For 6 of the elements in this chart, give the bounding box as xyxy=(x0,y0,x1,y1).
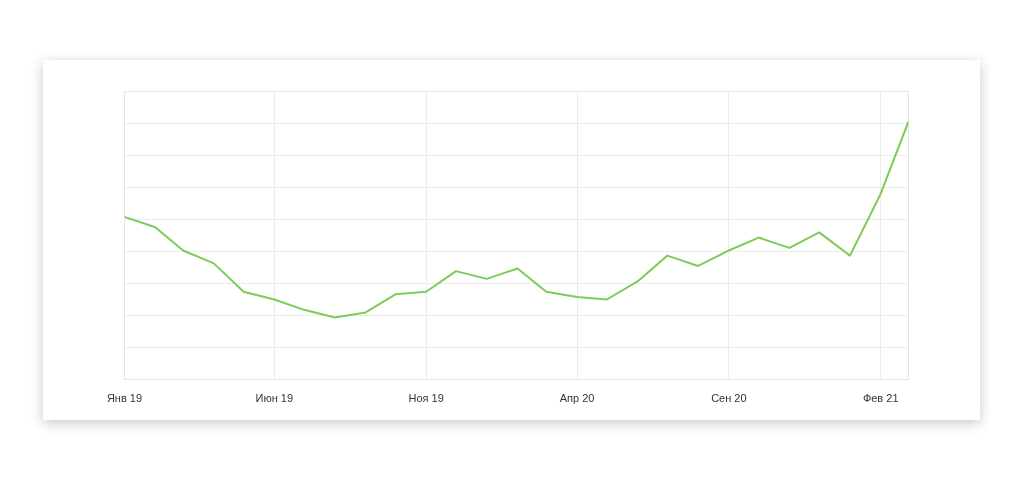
x-tick-label: Апр 20 xyxy=(559,391,595,404)
x-tick-label: Июн 19 xyxy=(255,391,294,404)
x-tick-label: Янв 19 xyxy=(106,391,143,404)
x-tick-label: Сен 20 xyxy=(711,391,747,404)
x-tick-label: Фев 21 xyxy=(862,391,899,404)
x-tick-label: Ноя 19 xyxy=(408,391,444,404)
